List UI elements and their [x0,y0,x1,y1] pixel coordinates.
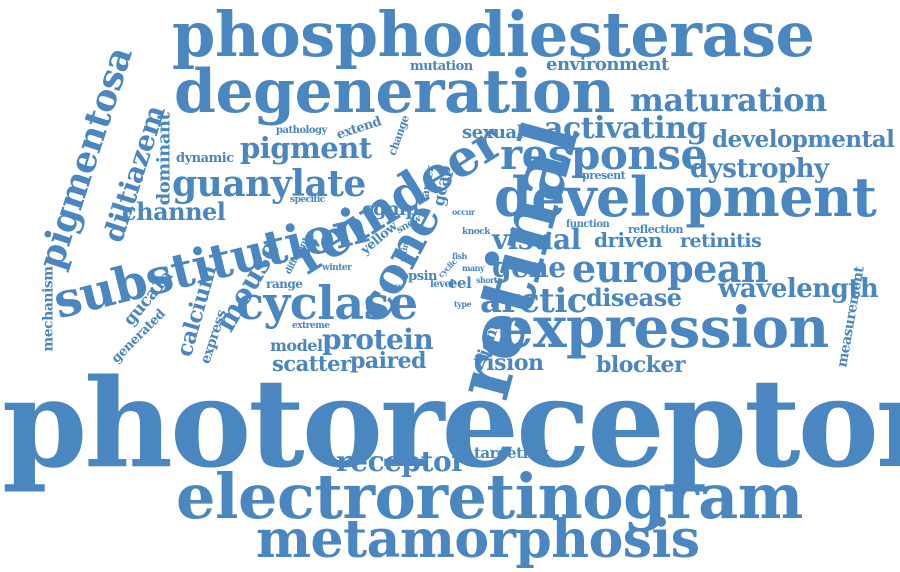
word-electroretinogram: electroretinogram [176,460,803,533]
word-activating: activating [544,111,707,146]
word-arctic: arctic [480,281,587,321]
word-guanylate: guanylate [172,163,366,205]
word-development: development [494,165,877,229]
word-degeneration: degeneration [174,57,615,127]
word-type: type [454,299,472,309]
word-expression: expression [498,295,829,361]
word-pigment: pigment [240,131,372,165]
word-receptor: receptor [336,445,466,478]
word-environment: environment [546,54,669,75]
word-dominant: dominant [153,112,175,206]
word-maturation: maturation [630,81,827,119]
word-occur: occur [452,207,475,217]
word-cgmp: cgmp [362,198,419,220]
word-sexual: sexual [462,122,523,143]
word-pathology: pathology [276,125,327,136]
word-driven: driven [594,228,663,252]
word-european: european [572,246,769,291]
word-vision: vision [474,350,544,376]
word-reflection: reflection [628,223,684,236]
word-dystrophy: dystrophy [690,154,829,184]
word-model: model [270,336,323,355]
word-wavelength: wavelength [718,274,879,304]
word-opsin: opsin [400,269,437,284]
word-knock: knock [462,227,491,237]
word-mechanism: mechanism [40,266,57,352]
word-dynamic: dynamic [176,151,234,166]
word-response: response [500,130,707,179]
word-scatter: scatter [272,351,351,376]
word-phosphodiesterase: phosphodiesterase [172,0,815,71]
word-targeting: targeting [474,444,549,462]
word-visual: visual [492,223,581,256]
word-eel: eel [448,274,472,292]
word-range: range [266,277,303,291]
word-developmental: developmental [712,126,895,153]
word-extreme: extreme [292,321,330,331]
word-short: short [476,275,498,285]
word-retinitis: retinitis [680,230,762,252]
word-glass: glass [382,281,403,291]
word-function: function [566,219,610,230]
word-paired: paired [350,348,426,374]
word-gcap: gcap [428,164,455,208]
word-fish: fish [452,251,467,261]
word-many: many [462,263,485,273]
word-gene: gene [492,251,566,284]
word-blocker: blocker [596,352,686,378]
word-protein: protein [322,323,434,356]
word-photoreceptor: photoreceptor [2,351,900,495]
word-channel: channel [122,197,226,226]
word-metamorphosis: metamorphosis [256,509,700,570]
word-present: present [582,169,626,182]
word-mutation: mutation [410,59,473,74]
word-disease: disease [586,283,682,312]
word-cyclase: cyclase [236,276,418,330]
word-winter: winter [322,263,352,273]
word-specific: specific [290,195,325,205]
word-level: level [430,279,454,290]
